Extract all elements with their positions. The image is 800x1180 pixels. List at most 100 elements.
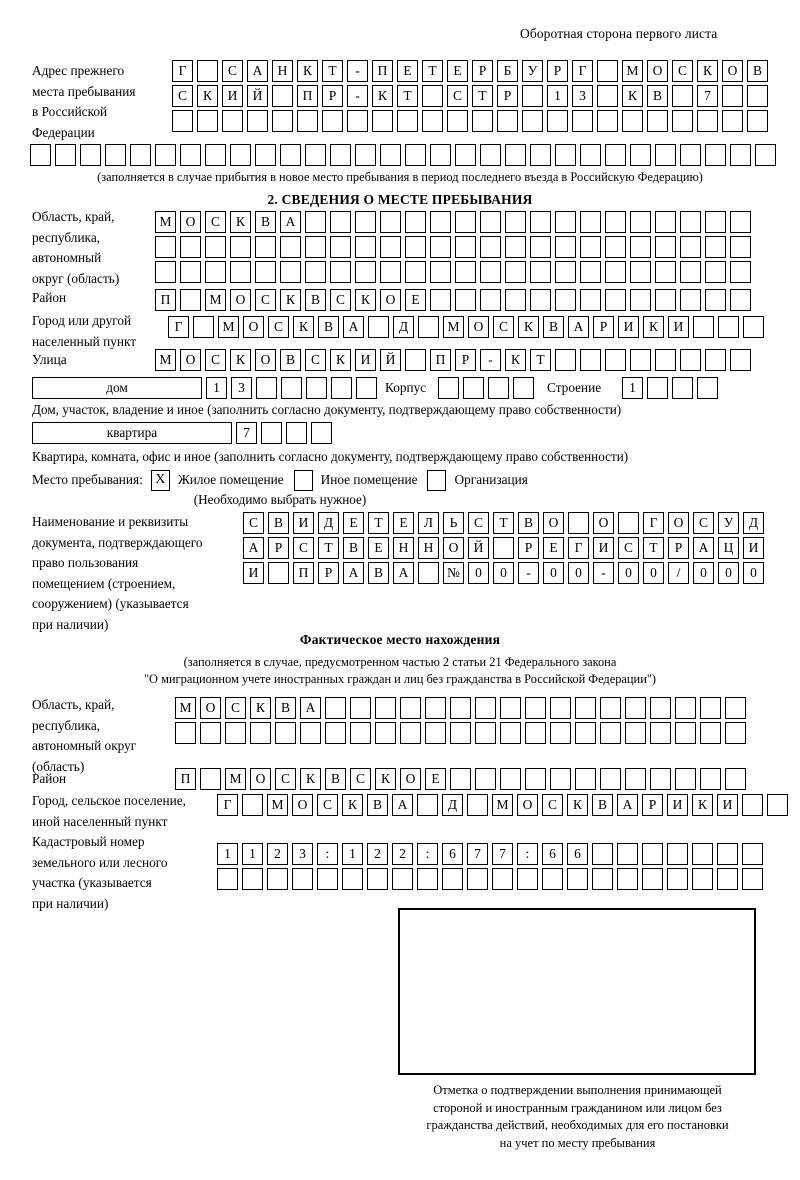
char-cell[interactable]: К: [230, 211, 251, 233]
char-cell[interactable]: С: [275, 768, 296, 790]
char-cell[interactable]: 2: [392, 843, 413, 865]
char-cell[interactable]: П: [297, 85, 318, 107]
char-cell[interactable]: 0: [693, 562, 714, 584]
char-cell[interactable]: [450, 768, 471, 790]
char-cell[interactable]: К: [300, 768, 321, 790]
char-cell[interactable]: Г: [572, 60, 593, 82]
char-cell[interactable]: В: [318, 316, 339, 338]
char-cell[interactable]: 0: [568, 562, 589, 584]
char-cell[interactable]: [405, 211, 426, 233]
char-cell[interactable]: [430, 144, 451, 166]
char-cell[interactable]: 0: [618, 562, 639, 584]
char-cell[interactable]: [355, 211, 376, 233]
char-cell[interactable]: [680, 144, 701, 166]
char-cell[interactable]: [747, 110, 768, 132]
char-cell[interactable]: [311, 422, 332, 444]
char-cell[interactable]: [755, 144, 776, 166]
char-cell[interactable]: [680, 261, 701, 283]
char-cell[interactable]: К: [692, 794, 713, 816]
char-cell[interactable]: К: [372, 85, 393, 107]
char-cell[interactable]: И: [668, 316, 689, 338]
char-cell[interactable]: [480, 261, 501, 283]
char-cell[interactable]: [597, 110, 618, 132]
char-cell[interactable]: М: [175, 697, 196, 719]
char-cell[interactable]: [200, 768, 221, 790]
char-cell[interactable]: [480, 289, 501, 311]
char-cell[interactable]: [542, 868, 563, 890]
char-cell[interactable]: Г: [168, 316, 189, 338]
char-cell[interactable]: 1: [342, 843, 363, 865]
char-cell[interactable]: [175, 722, 196, 744]
char-cell[interactable]: [705, 144, 726, 166]
char-cell[interactable]: А: [243, 537, 264, 559]
char-cell[interactable]: [743, 316, 764, 338]
char-cell[interactable]: [730, 236, 751, 258]
char-cell[interactable]: [605, 211, 626, 233]
char-cell[interactable]: [455, 261, 476, 283]
char-cell[interactable]: В: [647, 85, 668, 107]
char-cell[interactable]: [475, 697, 496, 719]
char-cell[interactable]: [230, 236, 251, 258]
char-cell[interactable]: А: [617, 794, 638, 816]
char-cell[interactable]: Е: [405, 289, 426, 311]
char-cell[interactable]: [605, 289, 626, 311]
char-cell[interactable]: [286, 422, 307, 444]
char-cell[interactable]: Р: [668, 537, 689, 559]
char-cell[interactable]: [405, 349, 426, 371]
char-cell[interactable]: [747, 85, 768, 107]
char-cell[interactable]: А: [247, 60, 268, 82]
char-cell[interactable]: К: [293, 316, 314, 338]
char-cell[interactable]: [492, 868, 513, 890]
char-cell[interactable]: [442, 868, 463, 890]
char-cell[interactable]: 3: [231, 377, 252, 399]
char-cell[interactable]: [505, 261, 526, 283]
char-cell[interactable]: [630, 144, 651, 166]
char-cell[interactable]: С: [317, 794, 338, 816]
char-cell[interactable]: [405, 261, 426, 283]
char-cell[interactable]: [255, 236, 276, 258]
char-cell[interactable]: [700, 768, 721, 790]
char-cell[interactable]: [717, 868, 738, 890]
char-cell[interactable]: У: [718, 512, 739, 534]
char-cell[interactable]: К: [375, 768, 396, 790]
char-cell[interactable]: [280, 261, 301, 283]
char-cell[interactable]: [105, 144, 126, 166]
char-cell[interactable]: [580, 211, 601, 233]
char-cell[interactable]: В: [367, 794, 388, 816]
char-cell[interactable]: 7: [492, 843, 513, 865]
char-cell[interactable]: [525, 722, 546, 744]
char-cell[interactable]: М: [492, 794, 513, 816]
char-cell[interactable]: [430, 261, 451, 283]
char-cell[interactable]: И: [717, 794, 738, 816]
char-cell[interactable]: [430, 211, 451, 233]
char-cell[interactable]: В: [343, 537, 364, 559]
char-cell[interactable]: О: [517, 794, 538, 816]
char-cell[interactable]: [197, 60, 218, 82]
char-cell[interactable]: [380, 144, 401, 166]
char-cell[interactable]: [305, 261, 326, 283]
char-cell[interactable]: С: [350, 768, 371, 790]
char-cell[interactable]: [30, 144, 51, 166]
char-cell[interactable]: [418, 562, 439, 584]
char-cell[interactable]: [630, 236, 651, 258]
char-cell[interactable]: [355, 261, 376, 283]
char-cell[interactable]: [205, 261, 226, 283]
char-cell[interactable]: [472, 110, 493, 132]
char-cell[interactable]: [480, 236, 501, 258]
char-cell[interactable]: С: [618, 537, 639, 559]
char-cell[interactable]: У: [522, 60, 543, 82]
char-cell[interactable]: [550, 722, 571, 744]
char-cell[interactable]: [667, 843, 688, 865]
char-cell[interactable]: [600, 722, 621, 744]
char-cell[interactable]: В: [592, 794, 613, 816]
char-cell[interactable]: П: [175, 768, 196, 790]
char-cell[interactable]: [217, 868, 238, 890]
char-cell[interactable]: [325, 722, 346, 744]
char-cell[interactable]: К: [230, 349, 251, 371]
char-cell[interactable]: Г: [172, 60, 193, 82]
char-cell[interactable]: [725, 722, 746, 744]
char-cell[interactable]: Е: [368, 537, 389, 559]
char-cell[interactable]: [693, 316, 714, 338]
